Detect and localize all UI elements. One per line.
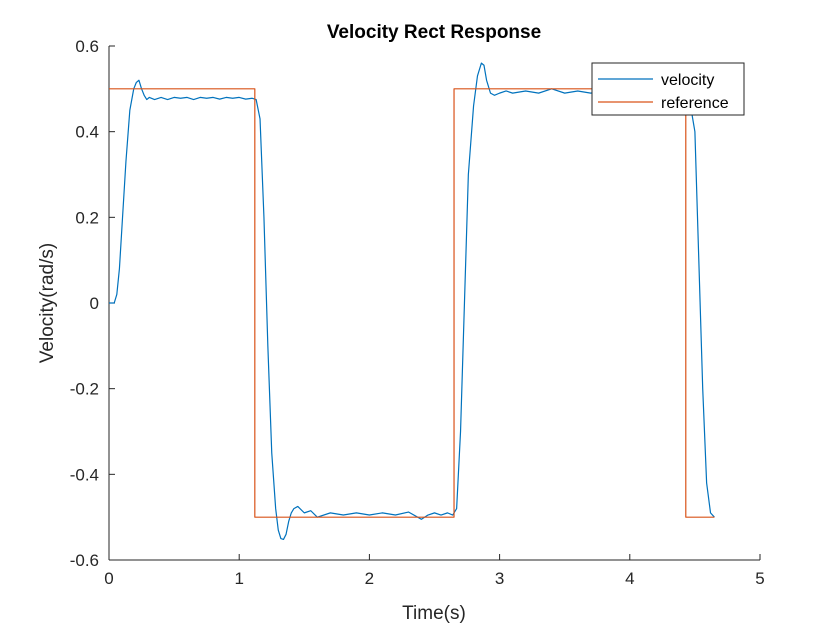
x-tick-label: 5	[755, 569, 764, 588]
y-tick-label: 0.6	[75, 37, 99, 56]
y-tick-label: 0.4	[75, 123, 99, 142]
legend-label-velocity: velocity	[661, 72, 714, 89]
x-ticks: 0 1 2 3 4 5	[104, 554, 765, 588]
y-tick-label: 0.2	[75, 208, 99, 227]
series-line-reference	[109, 88, 715, 518]
y-tick-label: -0.4	[70, 465, 99, 484]
x-tick-label: 4	[625, 569, 634, 588]
x-tick-label: 3	[495, 569, 504, 588]
y-ticks: -0.6 -0.4 -0.2 0 0.2 0.4 0.6	[70, 37, 115, 570]
series-line-velocity	[109, 62, 715, 541]
x-tick-label: 2	[365, 569, 374, 588]
y-tick-label: -0.2	[70, 380, 99, 399]
legend-label-reference: reference	[661, 95, 729, 112]
legend-box	[591, 62, 745, 116]
legend: velocity reference	[591, 62, 745, 116]
x-tick-label: 1	[234, 569, 243, 588]
x-tick-label: 0	[104, 569, 113, 588]
y-tick-label: -0.6	[70, 551, 99, 570]
chart-title: Velocity Rect Response	[327, 22, 541, 43]
series-group	[109, 62, 715, 541]
x-axis-label: Time(s)	[402, 603, 466, 624]
y-tick-label: 0	[90, 294, 99, 313]
y-axis-label: Velocity(rad/s)	[37, 243, 58, 363]
